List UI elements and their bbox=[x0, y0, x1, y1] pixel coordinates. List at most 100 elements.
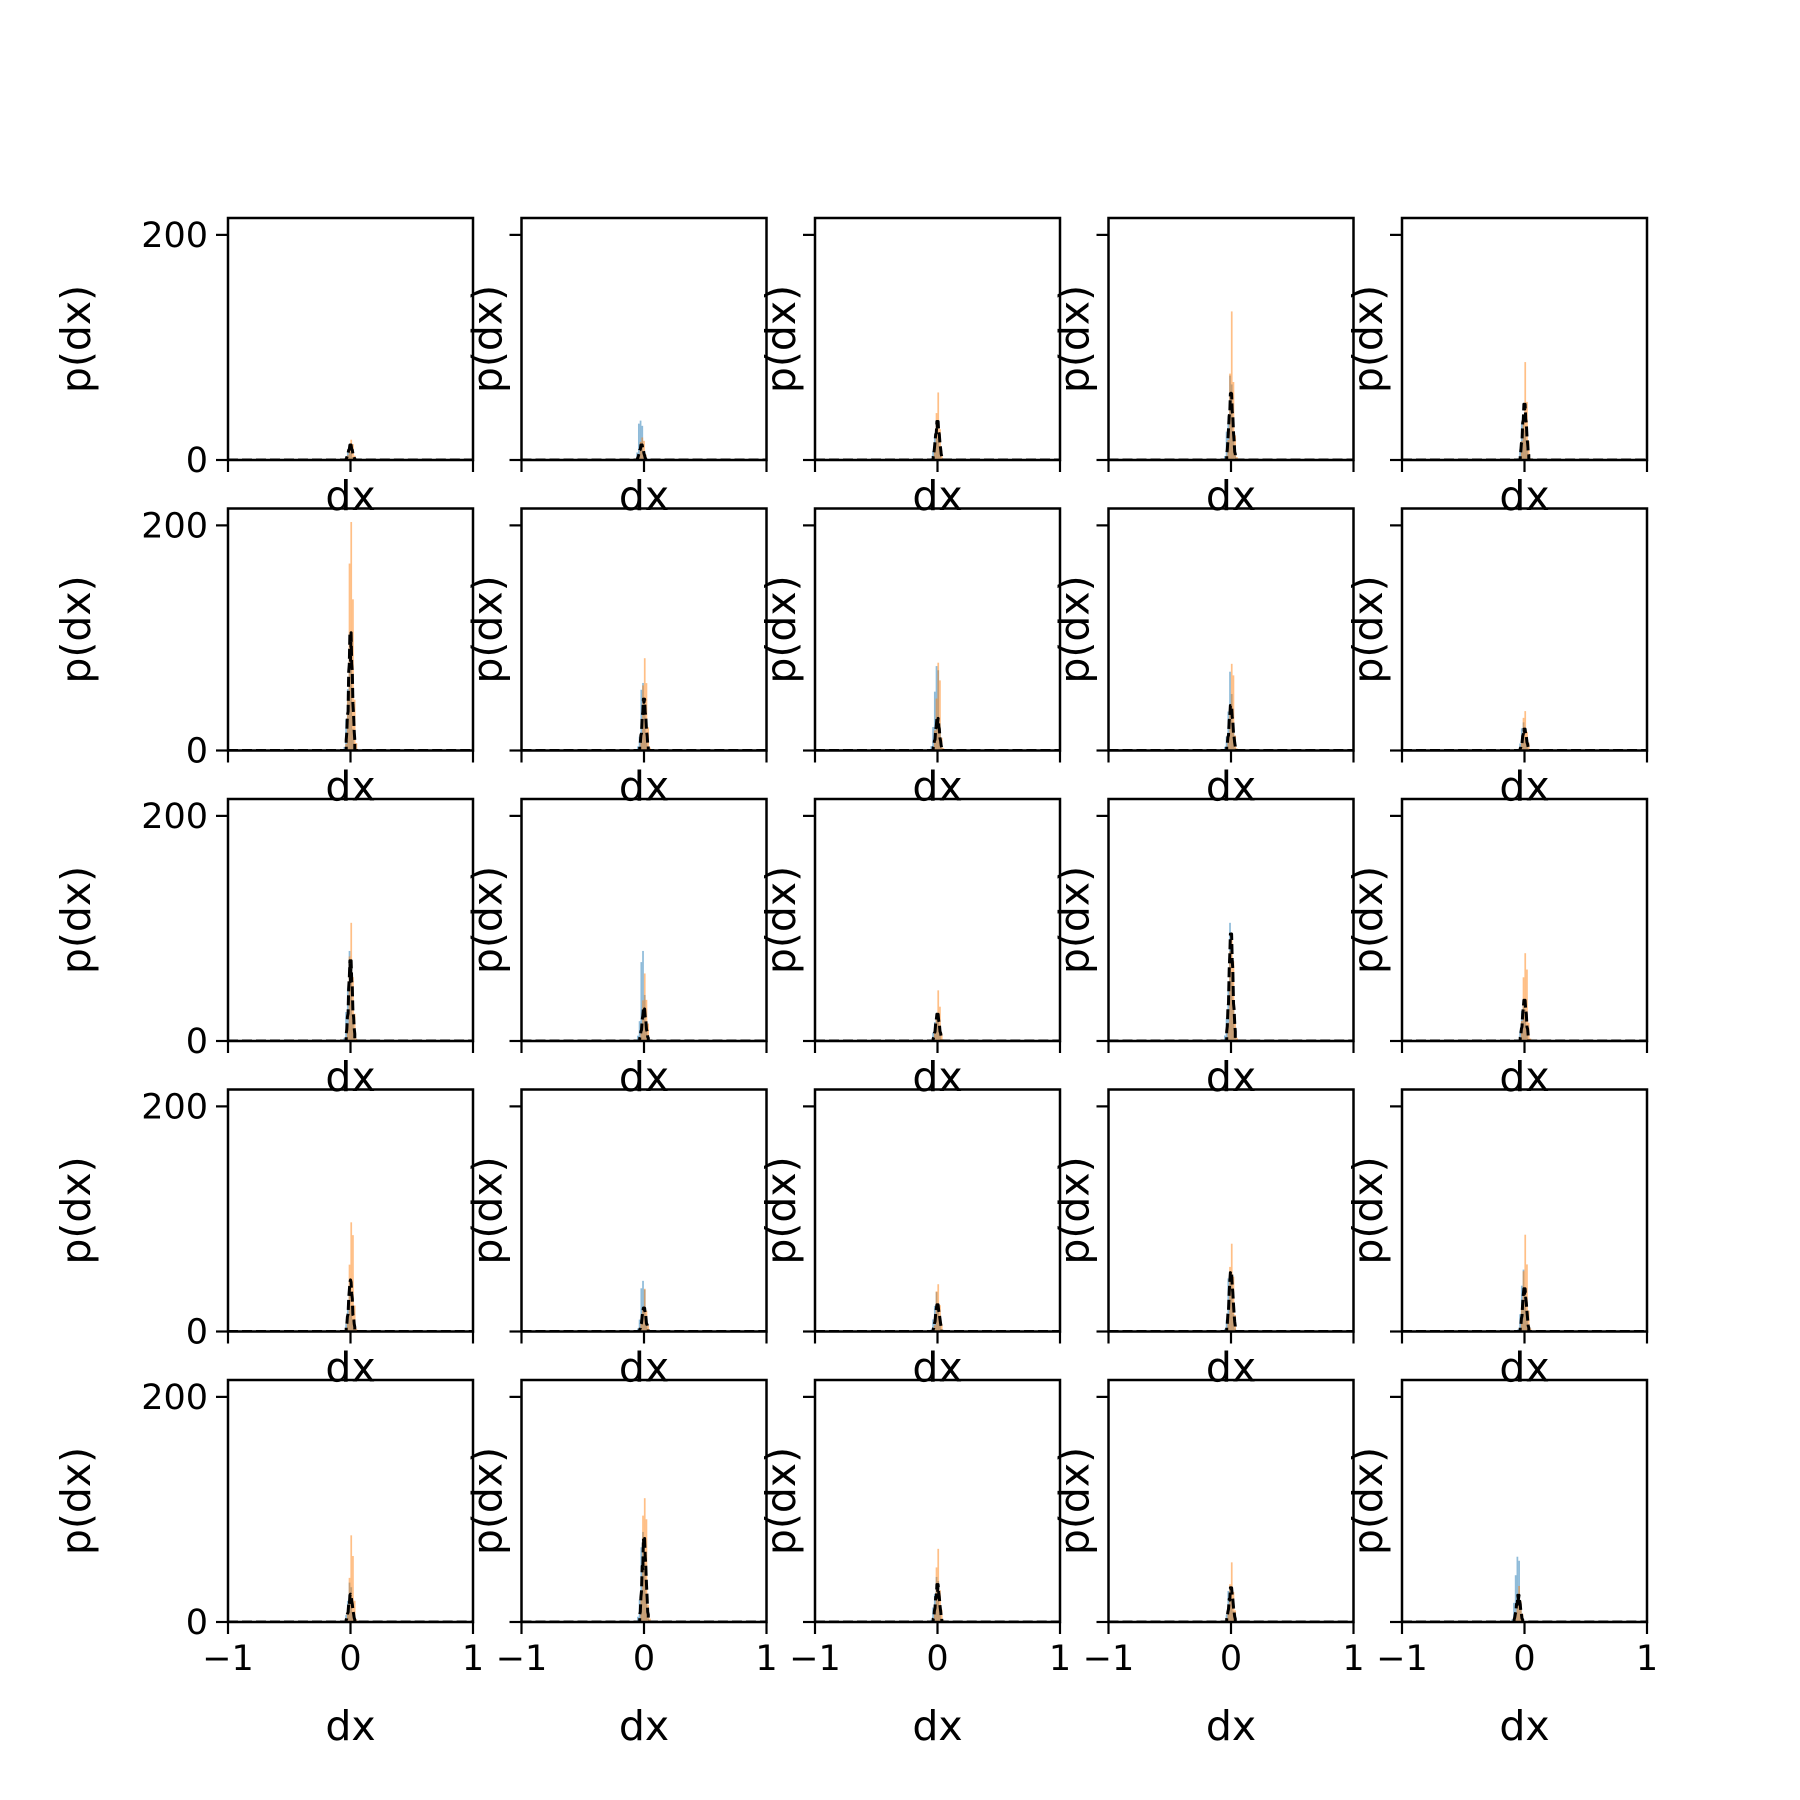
x-tick-label: 1 bbox=[462, 1639, 484, 1679]
hist-b-bar bbox=[933, 445, 936, 460]
hist-a-bar bbox=[932, 1032, 934, 1041]
hist-b-bar bbox=[355, 1328, 358, 1332]
hist-a-bar bbox=[640, 1288, 643, 1332]
subplot-r2-c1 bbox=[509, 797, 768, 1053]
x-axis-label: dx bbox=[1206, 472, 1256, 520]
hist-b-bar bbox=[641, 437, 644, 460]
hist-b-bar bbox=[1524, 953, 1527, 1041]
density-line bbox=[815, 716, 1060, 751]
y-axis-label: p(dx) bbox=[1051, 1156, 1099, 1264]
y-axis-label: p(dx) bbox=[1344, 285, 1392, 393]
plot-area bbox=[1402, 362, 1647, 460]
y-axis-label: p(dx) bbox=[464, 575, 512, 683]
x-tick-label: 0 bbox=[1220, 1639, 1242, 1679]
x-axis-label: dx bbox=[912, 1053, 962, 1101]
plot-area bbox=[1108, 1562, 1354, 1622]
x-axis-label: dx bbox=[1206, 1702, 1256, 1750]
hist-b-bar bbox=[649, 1618, 651, 1622]
hist-b-bar bbox=[1229, 1266, 1231, 1332]
density-line bbox=[1108, 1586, 1354, 1622]
plot-area bbox=[1108, 922, 1354, 1041]
y-axis-label: p(dx) bbox=[464, 285, 512, 393]
hist-b-bar bbox=[1529, 1328, 1532, 1332]
subplot-r2-c3 bbox=[1096, 797, 1355, 1053]
x-axis-label: dx bbox=[912, 1344, 962, 1392]
density-line bbox=[228, 631, 473, 751]
plot-area bbox=[228, 1535, 473, 1622]
x-tick-label: −1 bbox=[789, 1639, 841, 1679]
y-tick-label: 0 bbox=[186, 441, 208, 481]
hist-b-bar bbox=[1527, 440, 1530, 460]
hist-a-bar bbox=[1513, 1602, 1515, 1622]
subplot-r1-c2 bbox=[803, 507, 1062, 763]
hist-b-bar bbox=[940, 1609, 943, 1622]
subplot-r1-c4 bbox=[1390, 507, 1649, 763]
x-axis-label: dx bbox=[912, 1702, 962, 1750]
hist-a-bar bbox=[1514, 1575, 1517, 1622]
hist-a-bar bbox=[638, 1319, 641, 1332]
hist-b-bar bbox=[1520, 742, 1523, 751]
x-tick-label: 0 bbox=[633, 1639, 655, 1679]
hist-b-bar bbox=[939, 429, 941, 460]
hist-b-bar bbox=[1227, 1022, 1230, 1041]
density-line bbox=[228, 1278, 473, 1332]
x-tick-label: 0 bbox=[1513, 1639, 1535, 1679]
plot-area bbox=[228, 922, 473, 1041]
hist-b-bar bbox=[353, 1013, 356, 1041]
density-line bbox=[228, 1592, 473, 1622]
hist-a-bar bbox=[639, 420, 642, 460]
plot-area bbox=[521, 1498, 767, 1622]
hist-b-bar bbox=[643, 658, 646, 751]
plot-area bbox=[228, 439, 473, 460]
x-tick-label: 1 bbox=[1342, 1639, 1364, 1679]
hist-b-bar bbox=[1519, 1601, 1522, 1622]
hist-a-bar bbox=[1224, 746, 1226, 751]
hist-b-bar bbox=[353, 1305, 356, 1332]
subplot-r3-c0: 0 200 bbox=[141, 1087, 475, 1353]
y-tick-label: 200 bbox=[141, 1378, 208, 1418]
hist-a-bar bbox=[1225, 736, 1228, 751]
x-axis-label: dx bbox=[325, 472, 375, 520]
hist-a-bar bbox=[932, 1607, 934, 1622]
density-line bbox=[228, 959, 473, 1041]
hist-b-bar bbox=[647, 1023, 650, 1041]
x-axis-label: dx bbox=[1499, 1344, 1549, 1392]
x-axis-label: dx bbox=[1499, 472, 1549, 520]
subplot-r3-c1 bbox=[509, 1088, 768, 1344]
hist-a-bar bbox=[1224, 1035, 1226, 1041]
hist-b-bar bbox=[1514, 1617, 1517, 1622]
hist-b-bar bbox=[940, 1033, 943, 1041]
subplot-r3-c3 bbox=[1096, 1088, 1355, 1344]
plot-area bbox=[815, 392, 1060, 460]
hist-b-bar bbox=[642, 1000, 644, 1041]
plot-area bbox=[521, 1280, 767, 1332]
x-tick-label: −1 bbox=[202, 1639, 254, 1679]
y-axis-label: p(dx) bbox=[464, 866, 512, 974]
hist-b-bar bbox=[935, 1291, 938, 1332]
y-axis-label: p(dx) bbox=[1051, 575, 1099, 683]
y-axis-label: p(dx) bbox=[757, 866, 805, 974]
x-axis-label: dx bbox=[1206, 763, 1256, 811]
plot-area bbox=[1402, 1234, 1647, 1332]
hist-b-bar bbox=[939, 1006, 941, 1041]
density-line bbox=[521, 1007, 767, 1041]
y-tick-label: 200 bbox=[141, 797, 208, 837]
hist-a-bar bbox=[932, 451, 934, 460]
x-axis-label: dx bbox=[619, 472, 669, 520]
hist-b-bar bbox=[640, 1322, 643, 1332]
hist-a-bar bbox=[1519, 1030, 1521, 1041]
y-axis-label: p(dx) bbox=[1051, 285, 1099, 393]
x-tick-label: 1 bbox=[1636, 1639, 1658, 1679]
x-tick-label: −1 bbox=[496, 1639, 548, 1679]
hist-b-bar bbox=[1526, 969, 1528, 1041]
subplot-r1-c0: 0 200 bbox=[141, 506, 475, 772]
hist-b-bar bbox=[643, 440, 645, 460]
y-axis-label: p(dx) bbox=[52, 1156, 100, 1264]
density-line bbox=[1108, 932, 1354, 1041]
hist-b-bar bbox=[1229, 1584, 1231, 1622]
plot-area bbox=[1108, 1243, 1354, 1332]
y-axis-label: p(dx) bbox=[1051, 1447, 1099, 1555]
hist-b-bar bbox=[350, 1222, 353, 1332]
hist-b-bar bbox=[1527, 1310, 1530, 1332]
y-axis-label: p(dx) bbox=[1344, 1156, 1392, 1264]
